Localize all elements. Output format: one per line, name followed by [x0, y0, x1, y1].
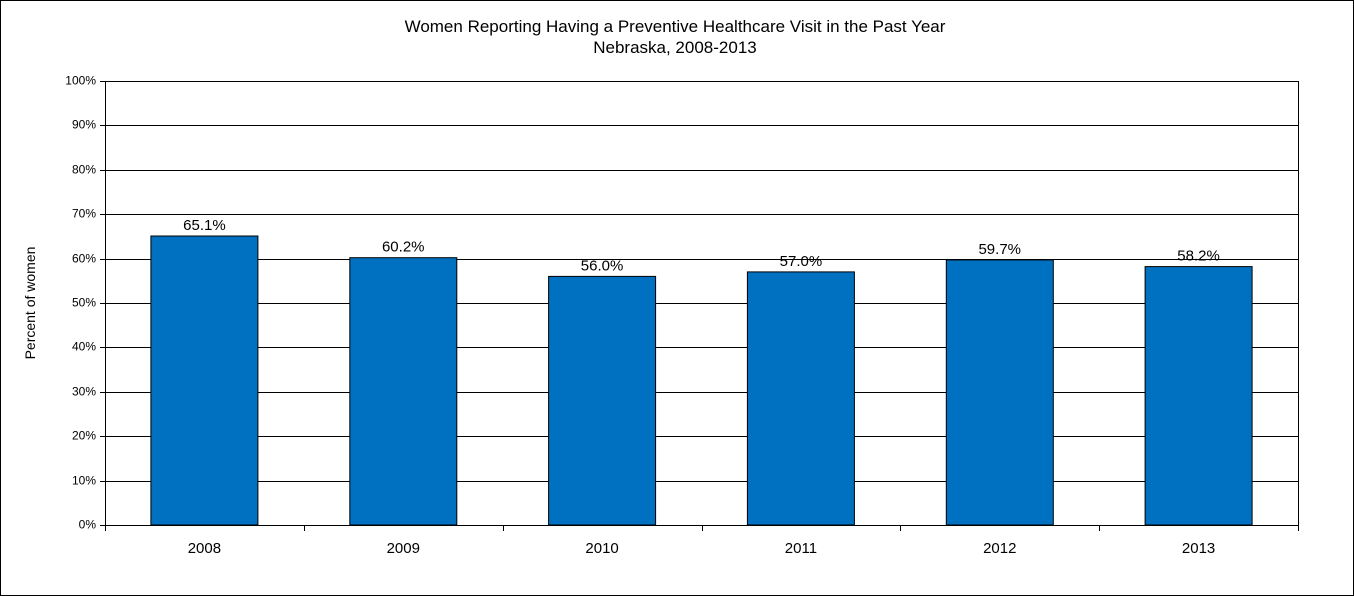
- x-tick-label: 2010: [585, 540, 618, 557]
- y-tick-label: 100%: [65, 74, 96, 88]
- bar: [945, 259, 1054, 526]
- x-tick-label: 2013: [1182, 540, 1215, 557]
- y-tick-label: 10%: [72, 474, 96, 488]
- chart-title: Women Reporting Having a Preventive Heal…: [405, 17, 946, 36]
- y-tick-label: 20%: [72, 429, 96, 443]
- y-tick-label: 70%: [72, 207, 96, 221]
- y-tick-label: 40%: [72, 340, 96, 354]
- y-tick-label: 30%: [72, 385, 96, 399]
- data-label: 57.0%: [780, 253, 823, 270]
- x-tick-label: 2008: [188, 540, 221, 557]
- bar: [150, 235, 259, 526]
- bar: [548, 275, 657, 526]
- x-tick-label: 2009: [387, 540, 420, 557]
- y-tick-label: 80%: [72, 163, 96, 177]
- data-label: 60.2%: [382, 239, 425, 256]
- x-tick-label: 2011: [785, 540, 817, 557]
- x-tick-label: 2012: [983, 540, 1016, 557]
- bar: [349, 257, 458, 526]
- y-tick-label: 50%: [72, 296, 96, 310]
- data-label: 65.1%: [183, 217, 226, 234]
- y-tick-label: 0%: [79, 518, 97, 532]
- bar: [746, 271, 855, 526]
- data-label: 58.2%: [1177, 248, 1220, 265]
- data-label: 56.0%: [581, 257, 624, 274]
- y-axis-label: Percent of women: [22, 247, 38, 360]
- plot-area: 0% 10% 20% 30% 40% 50% 60% 70% 80% 90% 100% 65.1% 20…: [65, 74, 1299, 557]
- data-label: 59.7%: [978, 241, 1021, 258]
- chart-subtitle: Nebraska, 2008-2013: [593, 38, 757, 57]
- y-tick-label: 60%: [72, 252, 96, 266]
- y-tick-label: 90%: [72, 118, 96, 132]
- bar: [1144, 266, 1253, 526]
